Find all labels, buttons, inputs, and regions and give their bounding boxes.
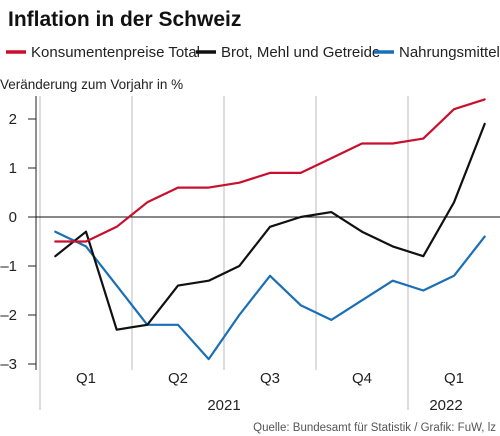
series-line: [54, 230, 486, 361]
year-label: 2022: [429, 397, 462, 414]
source-note: Quelle: Bundesamt für Statistik / Grafik…: [253, 422, 496, 434]
x-tick-label: Q3: [260, 370, 280, 387]
legend: Konsumentenpreise Total Brot, Mehl und Ge…: [6, 44, 500, 61]
legend-label: Nahrungsmittel: [399, 44, 500, 61]
legend-item: Nahrungsmittel: [374, 44, 500, 61]
chart-title: Inflation in der Schweiz: [8, 8, 241, 31]
x-tick-label: Q2: [168, 370, 188, 387]
x-tick-label: Q1: [444, 370, 464, 387]
x-tick-label: Q1: [76, 370, 96, 387]
y-tick-label: 0: [9, 209, 17, 226]
legend-item: Brot, Mehl und Getreide: [196, 44, 380, 61]
x-tick-label: Q4: [352, 370, 372, 387]
plot-area: 2 1 0 –1 –2 –3 Q1 Q2 Q3 Q4 Q1 2021 2022: [0, 96, 500, 414]
legend-label: Brot, Mehl und Getreide: [221, 44, 380, 61]
y-tick-label: 2: [9, 111, 17, 128]
legend-label: Konsumentenpreise Total: [31, 44, 200, 61]
series-line: [54, 98, 486, 243]
y-axis-title: Veränderung zum Vorjahr in %: [0, 77, 183, 92]
y-tick-label: –3: [0, 356, 17, 373]
legend-item: Konsumentenpreise Total: [6, 44, 200, 61]
y-tick-label: –1: [0, 258, 17, 275]
y-tick-label: 1: [9, 160, 17, 177]
year-label: 2021: [207, 397, 240, 414]
y-tick-label: –2: [0, 307, 17, 324]
series-line: [54, 122, 486, 331]
